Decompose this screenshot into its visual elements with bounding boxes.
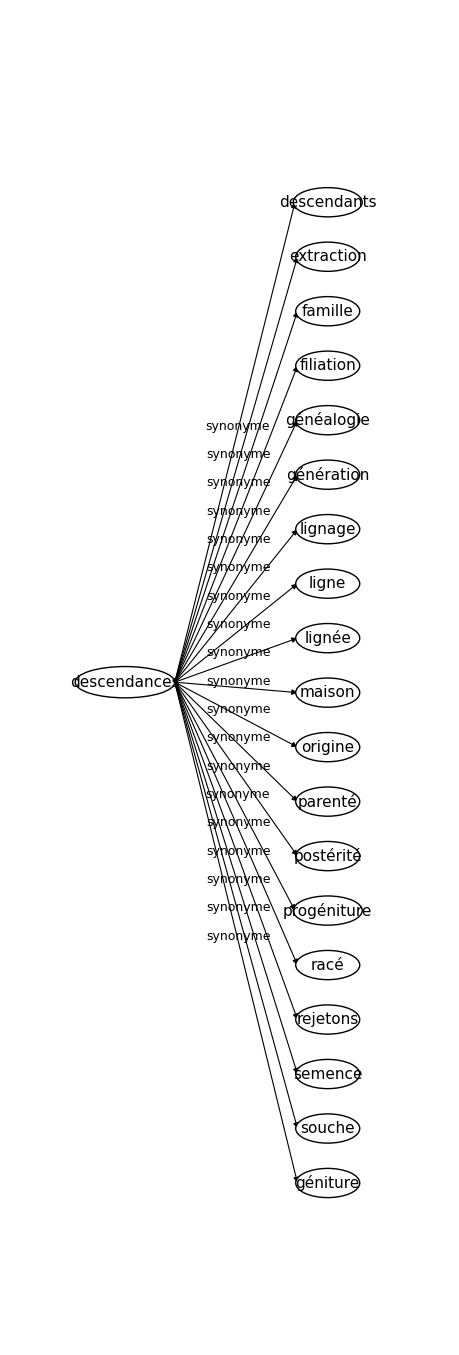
- Text: géniture: géniture: [296, 1175, 360, 1191]
- Text: synonyme: synonyme: [207, 873, 271, 886]
- Ellipse shape: [296, 1060, 360, 1088]
- Text: parenté: parenté: [298, 794, 358, 809]
- Text: synonyme: synonyme: [207, 449, 271, 461]
- FancyArrowPatch shape: [175, 682, 297, 747]
- Ellipse shape: [296, 733, 360, 762]
- Text: descendants: descendants: [279, 195, 376, 210]
- Ellipse shape: [296, 515, 360, 543]
- Text: famille: famille: [302, 304, 354, 318]
- FancyArrowPatch shape: [175, 530, 297, 682]
- FancyArrowPatch shape: [175, 682, 297, 855]
- FancyArrowPatch shape: [175, 257, 298, 682]
- Ellipse shape: [296, 569, 360, 599]
- Ellipse shape: [296, 623, 360, 653]
- Text: souche: souche: [300, 1121, 355, 1135]
- Text: extraction: extraction: [289, 249, 367, 264]
- Text: filiation: filiation: [299, 358, 356, 373]
- Text: synonyme: synonyme: [207, 732, 271, 744]
- Text: synonyme: synonyme: [207, 561, 271, 575]
- Ellipse shape: [296, 787, 360, 816]
- Text: généalogie: généalogie: [285, 412, 370, 428]
- FancyArrowPatch shape: [175, 476, 297, 682]
- Text: rejetons: rejetons: [297, 1012, 359, 1027]
- Text: synonyme: synonyme: [207, 675, 271, 687]
- Ellipse shape: [296, 950, 360, 980]
- FancyArrowPatch shape: [175, 682, 296, 694]
- Ellipse shape: [293, 187, 362, 217]
- Ellipse shape: [296, 243, 360, 271]
- Text: descendances: descendances: [70, 675, 180, 690]
- Ellipse shape: [75, 667, 175, 698]
- FancyArrowPatch shape: [175, 638, 297, 682]
- Text: racé: racé: [311, 958, 345, 973]
- FancyArrowPatch shape: [175, 682, 297, 801]
- Text: synonyme: synonyme: [207, 646, 271, 660]
- Text: progéniture: progéniture: [283, 902, 372, 919]
- FancyArrowPatch shape: [175, 682, 298, 1182]
- FancyArrowPatch shape: [175, 682, 297, 1019]
- Ellipse shape: [296, 461, 360, 489]
- FancyArrowPatch shape: [175, 584, 297, 682]
- Text: origine: origine: [301, 740, 354, 755]
- FancyArrowPatch shape: [175, 367, 297, 682]
- Text: génération: génération: [286, 466, 369, 482]
- Ellipse shape: [296, 351, 360, 381]
- Text: synonyme: synonyme: [207, 504, 271, 518]
- Text: synonyme: synonyme: [205, 789, 269, 801]
- Text: synonyme: synonyme: [207, 760, 271, 772]
- Text: synonyme: synonyme: [207, 618, 271, 631]
- Text: lignée: lignée: [304, 630, 351, 646]
- FancyArrowPatch shape: [175, 682, 294, 909]
- Text: synonyme: synonyme: [207, 901, 271, 915]
- FancyArrowPatch shape: [175, 313, 298, 682]
- Ellipse shape: [296, 1005, 360, 1034]
- Text: synonyme: synonyme: [207, 533, 271, 546]
- Ellipse shape: [293, 896, 362, 925]
- FancyArrowPatch shape: [175, 203, 296, 682]
- Text: synonyme: synonyme: [205, 420, 269, 432]
- FancyArrowPatch shape: [175, 421, 297, 682]
- Ellipse shape: [296, 1114, 360, 1144]
- Text: synonyme: synonyme: [207, 930, 271, 943]
- Text: synonyme: synonyme: [207, 844, 271, 858]
- Text: maison: maison: [300, 686, 355, 701]
- Ellipse shape: [296, 1168, 360, 1198]
- Text: synonyme: synonyme: [207, 703, 271, 715]
- Ellipse shape: [296, 841, 360, 871]
- Text: ligne: ligne: [309, 576, 347, 591]
- Text: semence: semence: [293, 1066, 363, 1081]
- FancyArrowPatch shape: [175, 682, 298, 1073]
- Text: lignage: lignage: [299, 522, 356, 537]
- Text: synonyme: synonyme: [207, 477, 271, 489]
- FancyArrowPatch shape: [175, 682, 297, 963]
- Text: synonyme: synonyme: [207, 816, 271, 829]
- Ellipse shape: [296, 405, 360, 435]
- Ellipse shape: [296, 678, 360, 707]
- Text: postérité: postérité: [293, 848, 362, 864]
- Ellipse shape: [296, 297, 360, 325]
- FancyArrowPatch shape: [175, 682, 298, 1127]
- Text: synonyme: synonyme: [207, 589, 271, 603]
